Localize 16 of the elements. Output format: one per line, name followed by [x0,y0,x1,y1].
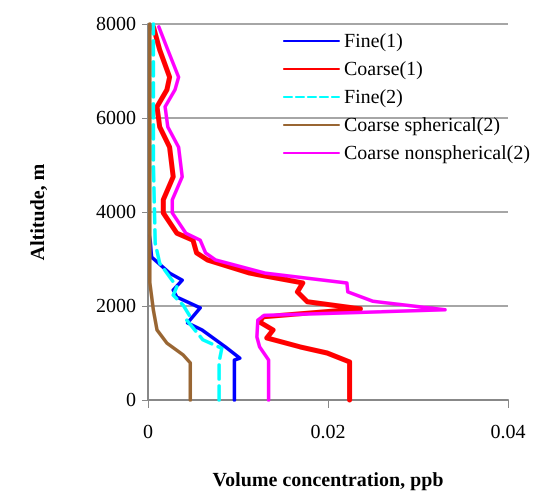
legend-label: Coarse(1) [344,58,423,80]
x-tick-label: 0.02 [310,421,346,443]
y-tick-label: 0 [126,389,136,411]
y-tick-label: 4000 [96,201,136,223]
x-tick-label: 0 [143,421,153,443]
y-tick-label: 8000 [96,13,136,35]
y-axis-title: Altitude, m [27,163,49,260]
legend-label: Coarse spherical(2) [344,114,500,136]
y-tick-label: 2000 [96,295,136,317]
y-tick-label: 6000 [96,107,136,129]
x-axis-title: Volume concentration, ppb [212,469,444,491]
legend-label: Fine(2) [344,86,403,108]
x-tick-label: 0.04 [490,421,526,443]
legend-label: Coarse nonspherical(2) [344,142,530,164]
legend-label: Fine(1) [344,30,403,52]
line-series [152,22,224,402]
